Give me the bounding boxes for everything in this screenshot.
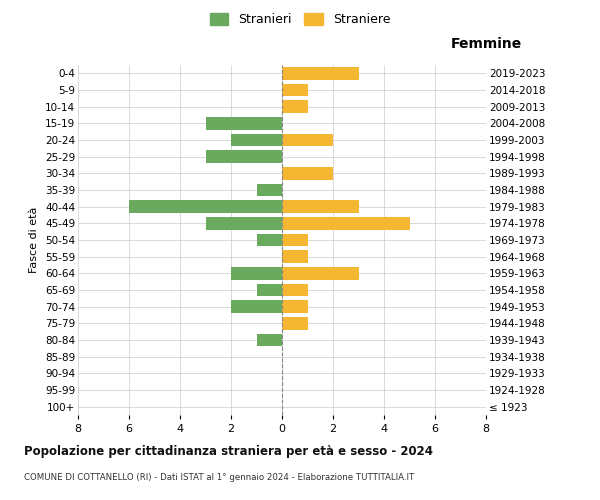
Bar (282, 67, 359, 80)
Bar (282, 300, 308, 313)
Bar (282, 317, 308, 330)
Bar (231, 300, 282, 313)
Bar (129, 200, 282, 213)
Bar (282, 267, 359, 280)
Bar (282, 200, 359, 213)
Text: COMUNE DI COTTANELLO (RI) - Dati ISTAT al 1° gennaio 2024 - Elaborazione TUTTITA: COMUNE DI COTTANELLO (RI) - Dati ISTAT a… (24, 472, 414, 482)
Bar (257, 184, 282, 196)
Bar (282, 284, 308, 296)
Bar (206, 117, 282, 130)
Bar (257, 284, 282, 296)
Bar (257, 234, 282, 246)
Legend: Stranieri, Straniere: Stranieri, Straniere (206, 8, 394, 30)
Y-axis label: Fasce di età: Fasce di età (29, 207, 40, 273)
Bar (231, 134, 282, 146)
Text: Femmine: Femmine (451, 37, 521, 51)
Bar (282, 234, 308, 246)
Bar (282, 217, 410, 230)
Bar (282, 167, 333, 179)
Bar (282, 250, 308, 263)
Bar (282, 134, 333, 146)
Text: Popolazione per cittadinanza straniera per età e sesso - 2024: Popolazione per cittadinanza straniera p… (24, 445, 433, 458)
Bar (231, 267, 282, 280)
Bar (206, 150, 282, 163)
Bar (282, 84, 308, 96)
Bar (257, 334, 282, 346)
Bar (282, 100, 308, 113)
Bar (206, 217, 282, 230)
